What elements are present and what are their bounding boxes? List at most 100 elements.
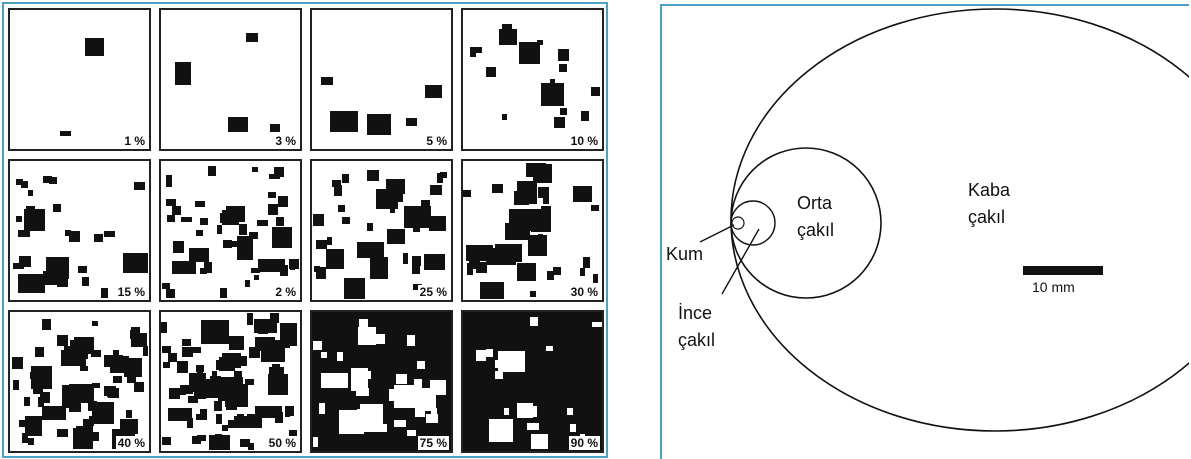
grain-blob: [316, 267, 326, 279]
grain-blob: [85, 38, 104, 56]
grain-blob: [216, 414, 222, 424]
grain-blob: [172, 206, 181, 215]
grain-blob: [226, 206, 245, 222]
grain-blob: [258, 325, 268, 334]
grain-blob: [495, 244, 522, 262]
grain-blob: [172, 261, 196, 274]
grain-blob: [197, 435, 206, 441]
grain-blob: [270, 313, 279, 323]
grain-blob: [502, 24, 512, 32]
grain-blob: [504, 408, 509, 415]
grain-blob: [57, 335, 68, 346]
grain-blob: [127, 372, 136, 383]
grain-blob: [573, 186, 592, 202]
grain-blob: [413, 227, 420, 232]
grain-blob: [430, 185, 442, 195]
grain-blob: [401, 391, 413, 399]
grain-blob: [196, 414, 203, 420]
grain-blob: [239, 224, 247, 235]
abundance-pattern: [161, 161, 300, 300]
grain-blob: [89, 401, 97, 410]
grain-blob: [251, 268, 260, 273]
grain-blob: [396, 374, 407, 384]
grain-blob: [91, 350, 101, 357]
grain-blob: [180, 385, 186, 395]
grain-blob: [195, 201, 205, 207]
grain-blob: [313, 341, 322, 350]
grain-blob: [417, 361, 425, 369]
grain-blob: [332, 180, 341, 187]
grain-blob: [249, 347, 260, 358]
grain-blob: [367, 223, 373, 231]
grain-blob: [228, 117, 248, 132]
grain-blob: [126, 410, 132, 418]
grain-blob: [366, 371, 371, 379]
grain-blob: [82, 277, 89, 286]
grain-blob: [492, 184, 503, 193]
grain-blob: [53, 204, 61, 212]
grain-blob: [201, 320, 229, 344]
grain-blob: [167, 215, 175, 222]
grain-blob: [70, 340, 88, 359]
grain-blob: [338, 205, 345, 212]
abundance-tile-3: 3 %: [159, 8, 302, 151]
grain-blob: [415, 408, 425, 417]
grain-blob: [162, 437, 171, 445]
grain-blob: [424, 254, 445, 270]
grain-blob: [169, 388, 180, 399]
abundance-label: 75 %: [417, 436, 449, 450]
grain-blob: [486, 67, 496, 77]
scale-bar-label: 10 mm: [1032, 279, 1075, 295]
grain-blob: [537, 40, 543, 45]
grain-blob: [185, 387, 193, 394]
grain-blob: [502, 114, 507, 120]
abundance-tile-50: 50 %: [159, 310, 302, 453]
grain-blob: [514, 191, 529, 205]
grain-blob: [268, 192, 276, 198]
grain-blob: [531, 209, 551, 232]
grain-blob: [92, 383, 100, 388]
grain-blob: [469, 261, 480, 269]
grain-blob: [278, 196, 288, 207]
grain-blob: [264, 351, 274, 361]
grain-blob: [64, 346, 71, 353]
grain-blob: [30, 372, 40, 379]
abundance-label: 90 %: [568, 436, 600, 450]
grain-blob: [130, 365, 138, 374]
grain-blob: [387, 229, 405, 244]
grain-blob: [214, 401, 222, 411]
grain-blob: [107, 386, 112, 397]
grain-blob: [110, 356, 129, 373]
grain-blob: [342, 174, 349, 183]
grain-blob: [476, 350, 486, 361]
grain-blob: [76, 426, 86, 435]
grain-blob: [65, 230, 71, 236]
grain-blob: [212, 371, 217, 380]
grain-blob: [182, 347, 193, 357]
grain-blob: [342, 217, 350, 224]
abundance-tile-1: 1 %: [8, 8, 151, 151]
grain-blob: [232, 241, 238, 247]
grain-blob: [108, 388, 119, 398]
grain-blob: [337, 352, 343, 361]
grain-blob: [430, 380, 446, 395]
grain-blob: [313, 214, 324, 226]
grain-blob: [130, 330, 137, 339]
grain-blob: [162, 346, 171, 353]
grain-blob: [425, 85, 442, 98]
grain-blob: [466, 245, 493, 261]
grain-blob: [22, 433, 28, 443]
grain-blob: [285, 408, 290, 417]
grain-blob: [268, 204, 278, 215]
grain-blob: [257, 220, 268, 226]
grain-blob: [327, 237, 332, 245]
grain-blob: [245, 379, 254, 385]
grain-blob: [210, 376, 221, 387]
grain-blob: [394, 420, 406, 427]
abundance-label: 10 %: [568, 134, 600, 148]
grain-blob: [389, 389, 405, 401]
orta-cakil-label-line1: Orta: [797, 193, 833, 213]
grain-blob: [591, 87, 600, 96]
abundance-label: 5 %: [424, 134, 449, 148]
grain-blob: [204, 262, 212, 273]
